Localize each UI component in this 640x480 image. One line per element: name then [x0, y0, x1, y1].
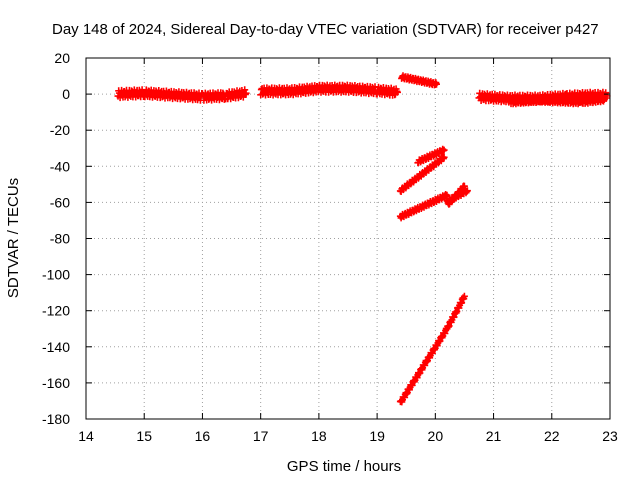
data-points	[414, 145, 448, 167]
x-tick-label: 22	[544, 428, 560, 444]
y-tick-label: 0	[62, 86, 70, 102]
x-tick-label: 19	[369, 428, 385, 444]
data-points	[396, 325, 451, 406]
y-axis-label: SDTVAR / TECUs	[5, 178, 22, 298]
data-points	[257, 81, 401, 99]
x-tick-label: 16	[195, 428, 211, 444]
data-points	[114, 86, 250, 104]
x-tick-label: 20	[428, 428, 444, 444]
data-segment	[507, 94, 608, 108]
x-tick-label: 17	[253, 428, 269, 444]
y-tick-labels: 20 0 -20 -40 -60 -80 -100 -120 -140 -160 -180	[42, 50, 70, 427]
axis-ticks	[85, 57, 611, 420]
y-tick-label: -180	[42, 411, 70, 427]
data-segment	[257, 81, 401, 99]
x-tick-labels: 14 15 16 17 18 19 20 21 22 23	[78, 428, 618, 444]
x-tick-label: 15	[136, 428, 152, 444]
data-points	[443, 187, 471, 206]
x-tick-label: 23	[602, 428, 618, 444]
y-tick-label: -100	[42, 267, 70, 283]
data-segment	[398, 72, 440, 89]
data-segment	[114, 86, 250, 104]
data-points	[396, 153, 448, 195]
data-points	[398, 72, 440, 89]
chart-title: Day 148 of 2024, Sidereal Day-to-day VTE…	[52, 21, 599, 38]
data-segment	[414, 145, 448, 167]
data-points	[443, 292, 468, 332]
data-marks	[114, 72, 611, 406]
y-tick-label: -160	[42, 375, 70, 391]
y-tick-label: -80	[50, 231, 70, 247]
y-tick-label: -40	[50, 158, 70, 174]
y-tick-label: -60	[50, 194, 70, 210]
x-axis-label: GPS time / hours	[287, 458, 401, 475]
data-segment	[396, 325, 451, 406]
grid-lines	[86, 58, 610, 419]
y-tick-label: -140	[42, 339, 70, 355]
data-segment	[396, 191, 451, 222]
data-points	[507, 94, 608, 108]
y-tick-label: -20	[50, 122, 70, 138]
data-points	[396, 191, 451, 222]
x-tick-label: 18	[311, 428, 327, 444]
data-segment	[396, 153, 448, 195]
data-segment	[443, 187, 471, 206]
plot-frame	[85, 57, 611, 420]
data-segment	[443, 292, 468, 332]
x-tick-label: 14	[78, 428, 94, 444]
x-tick-label: 21	[486, 428, 502, 444]
y-tick-label: 20	[54, 50, 70, 66]
y-tick-label: -120	[42, 303, 70, 319]
